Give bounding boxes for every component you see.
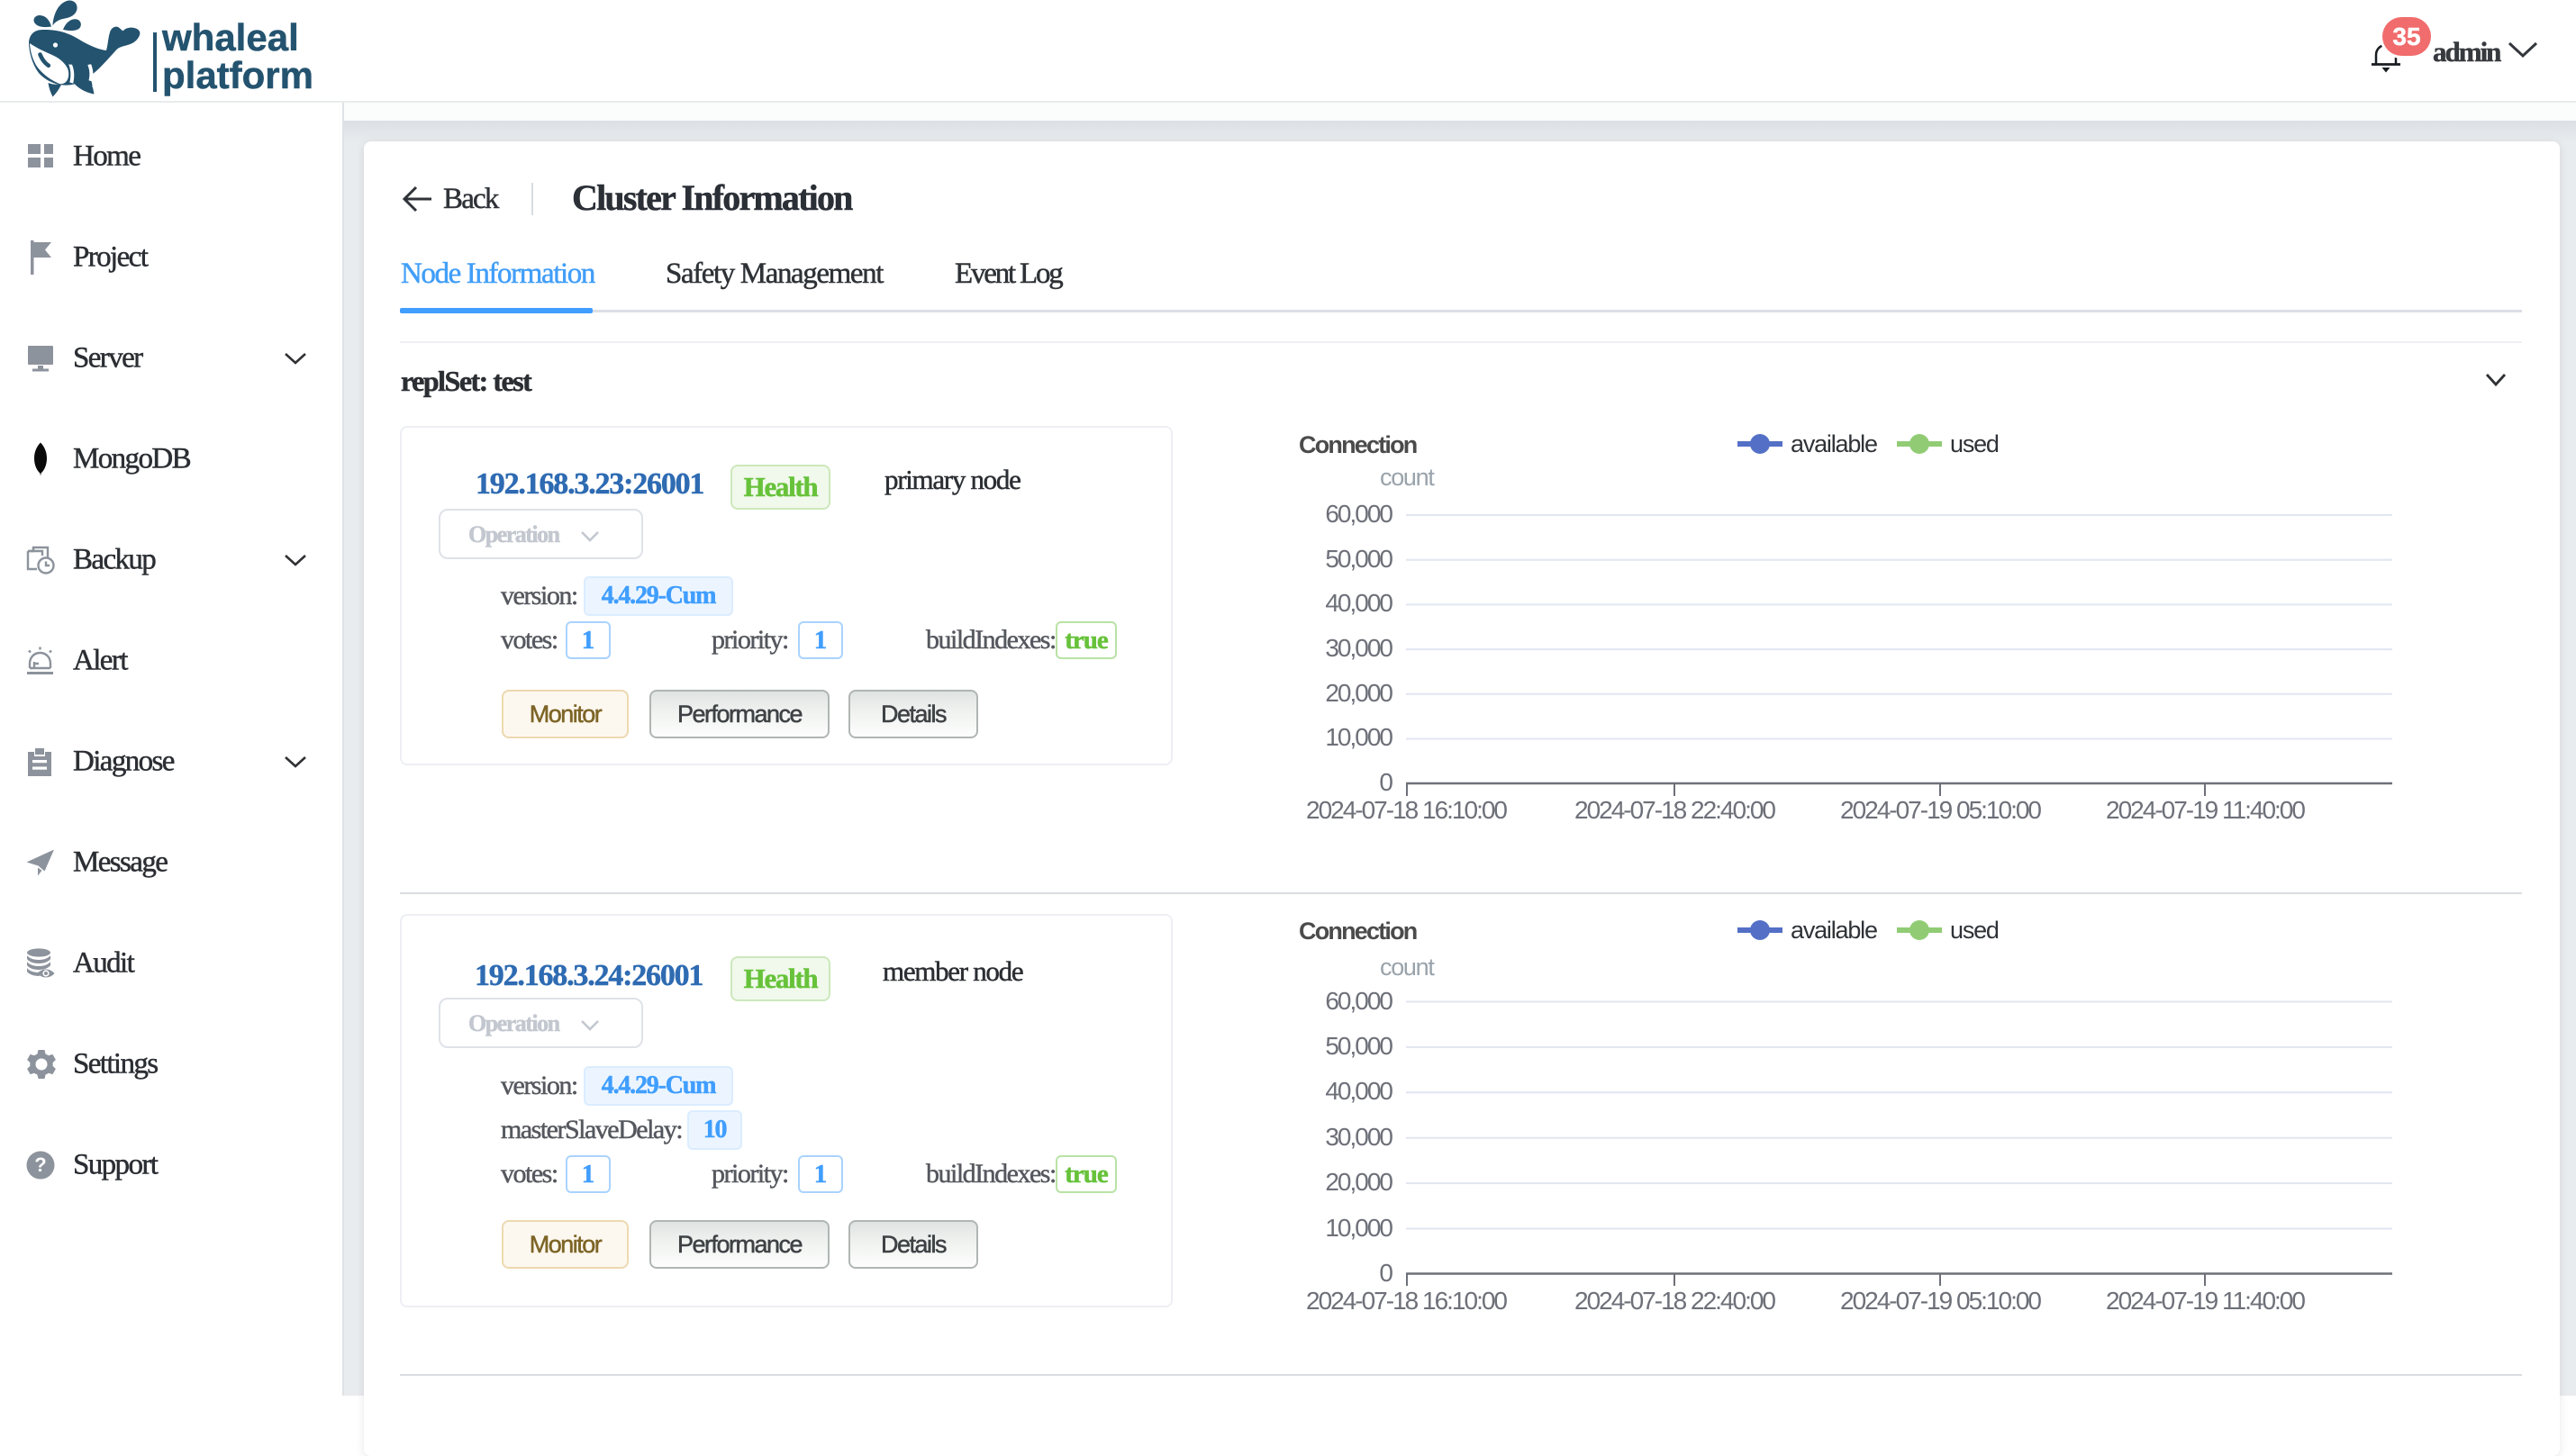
svg-text:?: ? xyxy=(34,1153,46,1176)
svg-text:10,000: 10,000 xyxy=(1325,1214,1392,1242)
svg-text:20,000: 20,000 xyxy=(1325,679,1392,707)
svg-text:40,000: 40,000 xyxy=(1325,589,1392,617)
svg-text:2024-07-18 22:40:00: 2024-07-18 22:40:00 xyxy=(1574,1287,1775,1315)
svg-text:0: 0 xyxy=(1379,1259,1392,1287)
svg-text:10,000: 10,000 xyxy=(1325,723,1392,751)
svg-text:60,000: 60,000 xyxy=(1325,500,1392,528)
svg-text:60,000: 60,000 xyxy=(1325,987,1392,1015)
svg-text:Connection: Connection xyxy=(1299,431,1417,458)
svg-text:2024-07-19 05:10:00: 2024-07-19 05:10:00 xyxy=(1840,796,2041,824)
svg-text:2024-07-19 05:10:00: 2024-07-19 05:10:00 xyxy=(1840,1287,2041,1315)
svg-text:count: count xyxy=(1380,954,1435,981)
svg-text:available: available xyxy=(1791,430,1877,457)
svg-text:30,000: 30,000 xyxy=(1325,634,1392,662)
svg-text:50,000: 50,000 xyxy=(1325,545,1392,573)
svg-text:used: used xyxy=(1950,917,1999,944)
svg-text:count: count xyxy=(1380,464,1435,491)
svg-text:0: 0 xyxy=(1379,768,1392,796)
svg-text:2024-07-19 11:40:00: 2024-07-19 11:40:00 xyxy=(2106,796,2305,824)
svg-text:2024-07-18 22:40:00: 2024-07-18 22:40:00 xyxy=(1574,796,1775,824)
svg-text:2024-07-18 16:10:00: 2024-07-18 16:10:00 xyxy=(1306,796,1507,824)
svg-text:2024-07-18 16:10:00: 2024-07-18 16:10:00 xyxy=(1306,1287,1507,1315)
svg-text:50,000: 50,000 xyxy=(1325,1032,1392,1060)
svg-text:40,000: 40,000 xyxy=(1325,1077,1392,1105)
svg-text:available: available xyxy=(1791,917,1877,944)
svg-text:30,000: 30,000 xyxy=(1325,1123,1392,1151)
svg-text:2024-07-19 11:40:00: 2024-07-19 11:40:00 xyxy=(2106,1287,2305,1315)
svg-text:used: used xyxy=(1950,430,1999,457)
svg-text:Connection: Connection xyxy=(1299,918,1417,945)
svg-text:20,000: 20,000 xyxy=(1325,1168,1392,1196)
